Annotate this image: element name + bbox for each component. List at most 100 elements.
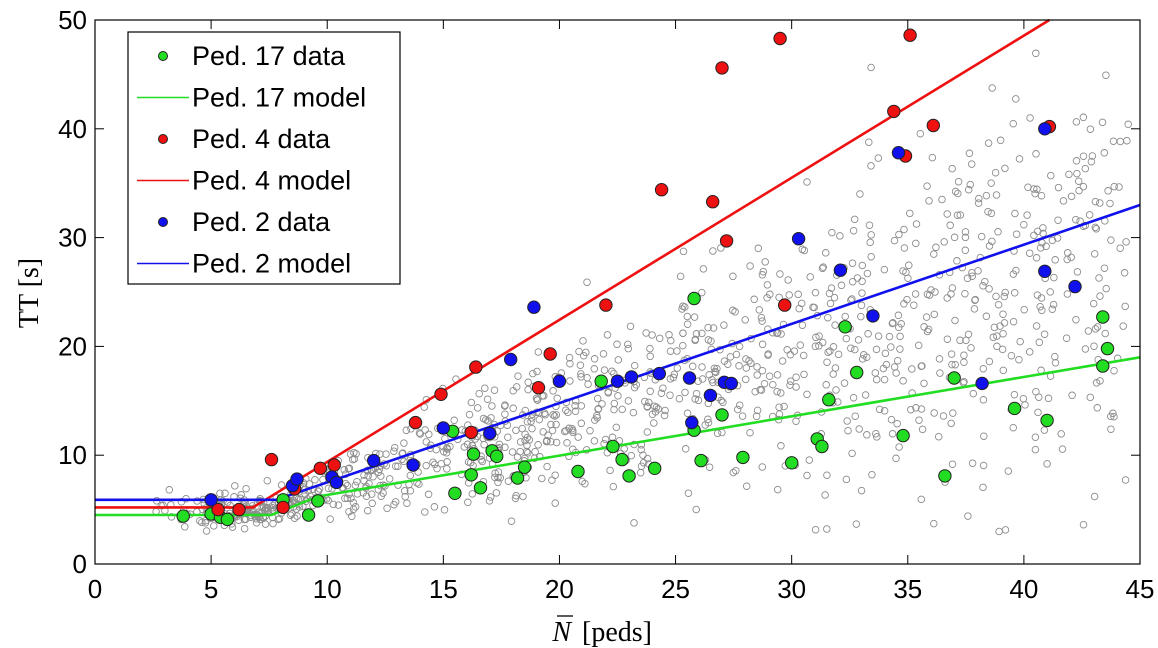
background-point bbox=[717, 244, 725, 252]
background-point bbox=[424, 490, 433, 499]
background-point bbox=[1033, 185, 1041, 194]
background-point bbox=[757, 313, 766, 322]
ped-17-data-point bbox=[448, 486, 462, 500]
background-point bbox=[577, 373, 585, 381]
background-point bbox=[1012, 230, 1021, 238]
background-point bbox=[394, 462, 402, 470]
background-point bbox=[843, 417, 851, 425]
ped-2-data-point bbox=[552, 374, 567, 388]
background-point bbox=[830, 293, 839, 302]
x-tick-label: 20 bbox=[545, 574, 574, 604]
background-point bbox=[566, 359, 574, 368]
background-point bbox=[406, 487, 415, 495]
background-point bbox=[1084, 327, 1093, 335]
background-point bbox=[922, 313, 931, 321]
background-point bbox=[1059, 197, 1068, 205]
background-point bbox=[539, 428, 547, 436]
background-point bbox=[961, 233, 970, 242]
background-point bbox=[390, 447, 398, 455]
background-point bbox=[757, 386, 766, 394]
background-point bbox=[367, 490, 376, 498]
background-point bbox=[732, 350, 741, 359]
background-point bbox=[858, 261, 867, 270]
background-point bbox=[954, 177, 963, 186]
background-point bbox=[930, 310, 939, 319]
legend-label: Ped. 17 data bbox=[192, 41, 346, 71]
background-point bbox=[491, 469, 499, 477]
background-point bbox=[581, 479, 589, 488]
background-point bbox=[934, 432, 943, 441]
background-point bbox=[228, 523, 237, 531]
background-point bbox=[895, 443, 903, 451]
background-point bbox=[741, 375, 750, 384]
background-point bbox=[1068, 391, 1076, 400]
legend-entry-ped-4-model: Ped. 4 model bbox=[137, 166, 351, 196]
background-point bbox=[691, 395, 699, 403]
background-point bbox=[1046, 288, 1054, 296]
background-point bbox=[1004, 467, 1013, 475]
ped-2-data-point bbox=[866, 309, 880, 323]
ped-4-data-point bbox=[715, 61, 729, 75]
background-point bbox=[437, 459, 446, 468]
background-point bbox=[586, 426, 594, 435]
x-tick-label: 45 bbox=[1126, 574, 1155, 604]
background-point bbox=[534, 441, 542, 449]
background-point bbox=[463, 440, 472, 449]
background-point bbox=[533, 367, 541, 376]
background-point bbox=[754, 244, 763, 253]
background-point bbox=[960, 358, 968, 366]
background-point bbox=[747, 359, 755, 367]
background-point bbox=[311, 476, 319, 484]
background-point bbox=[724, 360, 732, 368]
background-point bbox=[240, 524, 249, 533]
background-point bbox=[799, 351, 808, 360]
background-point bbox=[480, 440, 488, 449]
background-point bbox=[735, 362, 743, 370]
legend-label: Ped. 2 model bbox=[192, 249, 351, 279]
background-point bbox=[603, 331, 612, 339]
background-point bbox=[1015, 355, 1023, 364]
background-point bbox=[365, 479, 373, 488]
background-point bbox=[1040, 426, 1049, 434]
background-point bbox=[577, 370, 585, 378]
background-point bbox=[237, 491, 245, 499]
background-point bbox=[920, 323, 928, 331]
background-point bbox=[630, 361, 639, 370]
background-point bbox=[974, 199, 983, 207]
background-point bbox=[971, 296, 979, 304]
background-point bbox=[741, 316, 749, 324]
background-point bbox=[956, 336, 964, 345]
background-point bbox=[1072, 215, 1080, 224]
background-point bbox=[890, 236, 899, 245]
ped-17-data-point bbox=[615, 452, 629, 467]
background-point bbox=[841, 312, 849, 321]
background-point bbox=[792, 373, 800, 381]
background-point bbox=[880, 407, 889, 415]
background-point bbox=[643, 428, 652, 436]
x-tick-label: 10 bbox=[313, 574, 342, 604]
background-point bbox=[914, 341, 923, 350]
background-point bbox=[815, 342, 823, 350]
background-point bbox=[692, 505, 700, 514]
ped-17-data-point bbox=[594, 374, 608, 388]
background-point bbox=[464, 458, 473, 466]
ped-4-data-point bbox=[408, 415, 423, 430]
background-point bbox=[571, 407, 580, 416]
ped-2-data-point bbox=[652, 366, 666, 381]
background-point bbox=[590, 355, 599, 363]
background-point bbox=[1072, 315, 1080, 324]
background-point bbox=[1067, 253, 1075, 262]
background-point bbox=[642, 329, 650, 337]
background-point bbox=[1087, 157, 1096, 166]
background-point bbox=[329, 500, 338, 509]
background-point bbox=[421, 426, 429, 434]
ped-2-data-point bbox=[703, 388, 718, 403]
background-point bbox=[582, 348, 590, 357]
background-point bbox=[1019, 394, 1028, 403]
background-point bbox=[637, 445, 645, 454]
background-point bbox=[998, 345, 1007, 354]
background-point bbox=[562, 406, 570, 414]
ped-17-data-point bbox=[301, 508, 316, 522]
background-point bbox=[826, 347, 834, 355]
background-point bbox=[824, 313, 832, 322]
